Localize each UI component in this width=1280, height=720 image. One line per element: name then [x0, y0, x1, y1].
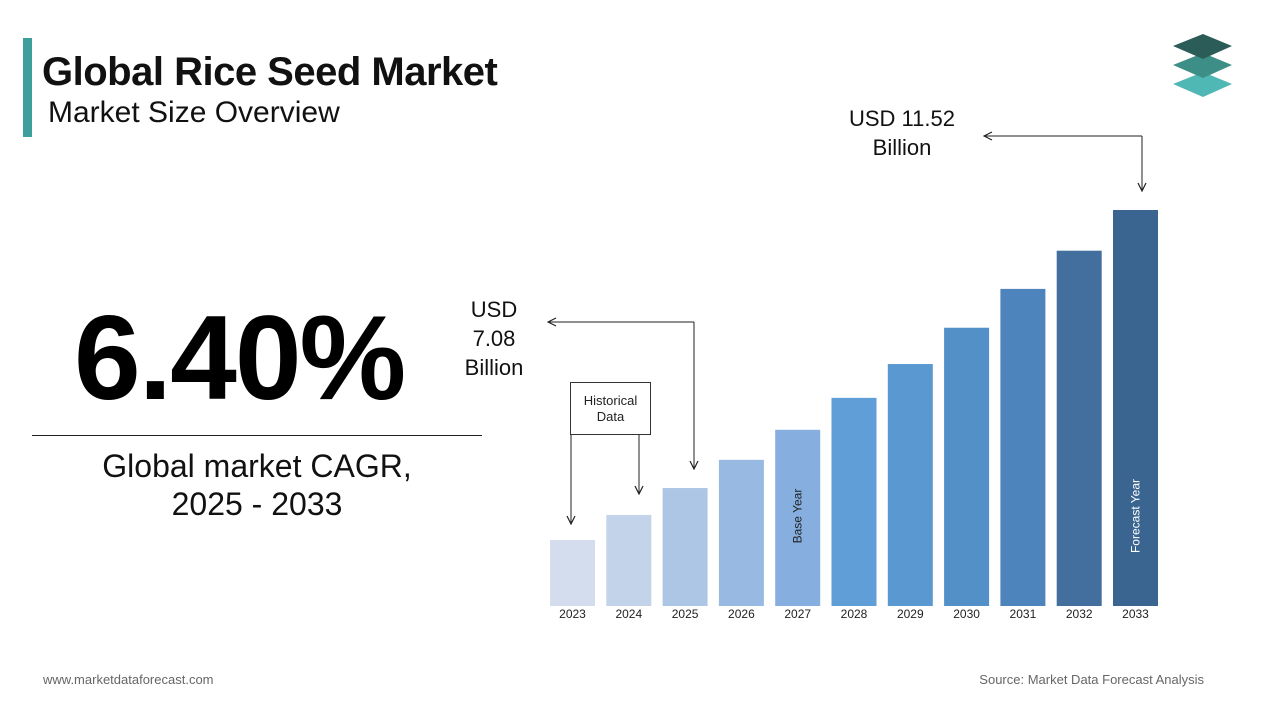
x-tick-label-2028: 2028 — [841, 607, 868, 621]
x-tick-label-2030: 2030 — [953, 607, 980, 621]
end-value-line2: Billion — [872, 135, 932, 160]
chart-arrows — [548, 136, 1142, 524]
historical-label-line2: Data — [596, 408, 625, 424]
end-value-line1: USD 11.52 — [849, 106, 955, 131]
cagr-divider — [32, 435, 482, 436]
x-tick-label-2029: 2029 — [897, 607, 924, 621]
x-tick-label-2026: 2026 — [728, 607, 755, 621]
bar-2030 — [944, 327, 990, 606]
start-value-line3: Billion — [464, 355, 524, 380]
bar-2026 — [718, 459, 764, 606]
bar-2024 — [606, 514, 652, 606]
end-value-callout: USD 11.52 Billion — [832, 104, 972, 162]
bar-annotation-2033: Forecast Year — [1129, 479, 1143, 553]
brand-logo-icon — [1173, 34, 1232, 97]
cagr-label-line2: 2025 - 2033 — [171, 486, 343, 522]
x-tick-label-2025: 2025 — [672, 607, 699, 621]
historical-label-line1: Historical — [583, 392, 638, 408]
bar-2031 — [1000, 288, 1046, 606]
page-subtitle: Market Size Overview — [48, 96, 340, 129]
page-title: Global Rice Seed Market — [42, 50, 498, 94]
historical-data-box: Historical Data — [570, 382, 651, 435]
x-tick-label-2032: 2032 — [1066, 607, 1093, 621]
start-value-callout: USD 7.08 Billion — [448, 295, 540, 382]
bar-2032 — [1056, 250, 1102, 606]
x-tick-label-2031: 2031 — [1010, 607, 1037, 621]
bar-2023 — [550, 540, 595, 606]
cagr-label-line1: Global market CAGR, — [102, 448, 412, 484]
bar-2025 — [662, 488, 708, 606]
cagr-label: Global market CAGR, 2025 - 2033 — [32, 447, 482, 523]
x-tick-label-2033: 2033 — [1122, 607, 1149, 621]
x-tick-label-2023: 2023 — [559, 607, 586, 621]
bar-2027 — [775, 429, 821, 606]
x-tick-label-2024: 2024 — [615, 607, 642, 621]
bar-2029 — [887, 364, 933, 606]
title-accent-bar — [23, 38, 32, 137]
start-value-line2: 7.08 — [472, 326, 516, 351]
bar-2033 — [1113, 210, 1158, 606]
bar-2028 — [831, 397, 877, 606]
x-tick-label-2027: 2027 — [784, 607, 811, 621]
bar-annotation-2027: Base Year — [791, 489, 805, 544]
start-value-line1: USD — [470, 297, 518, 322]
website-link[interactable]: www.marketdataforecast.com — [43, 672, 214, 687]
cagr-value: 6.40% — [74, 291, 406, 425]
source-note: Source: Market Data Forecast Analysis — [979, 672, 1204, 687]
